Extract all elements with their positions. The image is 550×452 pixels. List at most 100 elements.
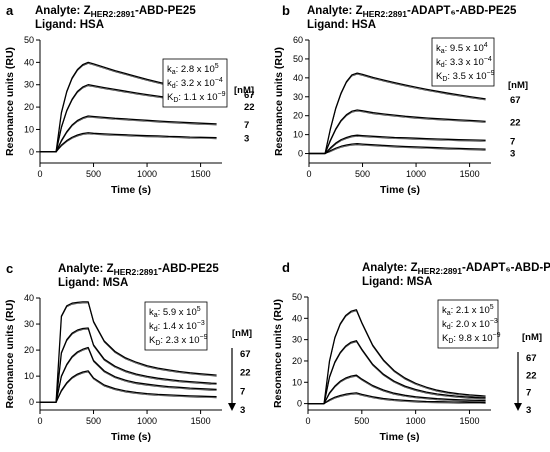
series-line-3 <box>309 143 486 155</box>
kinetic-exponent: 5 <box>215 63 219 70</box>
kinetics-d-value: kd: 2.0 x 10−3 <box>442 318 498 331</box>
kinetic-exponent: −9 <box>200 334 208 341</box>
fit-line-7 <box>40 116 217 153</box>
kinetic-symbol: k <box>442 305 447 316</box>
series-line-22 <box>309 109 486 155</box>
kinetics-d-value: kd: 3.3 x 10−4 <box>436 56 492 69</box>
fit-line-3 <box>309 144 486 154</box>
concentration-label-67: 67 <box>244 90 255 101</box>
kinetics-D-value: KD: 3.5 x 10−9 <box>436 70 495 83</box>
x-axis-label: Time (s) <box>380 184 420 196</box>
kinetics-D-value: KD: 1.1 x 10−9 <box>167 91 226 104</box>
x-tick-label: 0 <box>37 416 42 426</box>
kinetic-subscript: d <box>447 324 451 331</box>
panel-b: b Analyte: ZHER2:2891-ADAPT₆-ABD-PE25Liga… <box>273 3 528 196</box>
analyte-label: Analyte: ZHER2:2891-ABD-PE25 <box>35 5 196 19</box>
kinetic-mantissa: : 1.1 x 10 <box>178 92 217 103</box>
concentration-unit-label: [nM] <box>522 332 542 343</box>
series-line-22 <box>40 327 217 403</box>
kinetic-subscript: d <box>441 62 445 69</box>
kinetic-subscript: D <box>155 340 160 347</box>
concentration-label-22: 22 <box>526 370 537 381</box>
y-axis-label: Resonance units (RU) <box>273 47 285 156</box>
concentration-label-3: 3 <box>244 134 249 145</box>
kinetic-mantissa: : 9.5 x 10 <box>445 43 484 54</box>
kinetic-symbol: K <box>167 92 174 103</box>
panel-letter: b <box>282 3 290 18</box>
analyte-subscript: HER2:2891 <box>114 267 159 277</box>
concentration-label-7: 7 <box>510 136 515 147</box>
analyte-suffix: -ADAPT₆-ABD-PE25 <box>462 262 550 274</box>
kinetic-mantissa: : 5.9 x 10 <box>158 307 197 318</box>
kinetic-exponent: 5 <box>197 306 201 313</box>
panel-letter: a <box>6 3 14 18</box>
kinetic-exponent: −4 <box>484 56 492 63</box>
concentration-label-22: 22 <box>244 102 255 113</box>
ligand-label: Ligand: MSA <box>58 277 128 289</box>
analyte-suffix: -ABD-PE25 <box>158 263 219 275</box>
kinetic-subscript: a <box>441 48 445 55</box>
kinetic-symbol: k <box>167 64 172 75</box>
y-tick-label: 20 <box>24 102 34 112</box>
concentration-arrow-head <box>228 403 236 411</box>
analyte-label: Analyte: ZHER2:2891-ABD-PE25 <box>58 263 219 277</box>
y-tick-label: 10 <box>292 377 302 387</box>
y-tick-label: 20 <box>293 111 303 121</box>
kinetics-a-value: ka: 9.5 x 104 <box>436 42 488 55</box>
concentration-unit-label: [nM] <box>234 85 254 96</box>
kinetic-symbol: k <box>442 319 447 330</box>
kinetic-mantissa: : 3.5 x 10 <box>447 71 486 82</box>
analyte-prefix: Analyte: Z <box>307 5 363 17</box>
kinetic-symbol: K <box>149 335 156 346</box>
fit-line-7 <box>309 136 486 154</box>
kinetic-exponent: −9 <box>487 70 495 77</box>
kinetic-subscript: D <box>173 97 178 104</box>
y-tick-label: 30 <box>293 92 303 102</box>
panel-letter: d <box>282 260 290 275</box>
kinetic-mantissa: : 2.0 x 10 <box>451 319 490 330</box>
y-axis-label: Resonance units (RU) <box>4 299 16 408</box>
x-axis-label: Time (s) <box>379 431 419 443</box>
concentration-arrow-head <box>514 403 522 411</box>
x-tick-label: 1000 <box>406 416 426 426</box>
analyte-label: Analyte: ZHER2:2891-ADAPT₆-ABD-PE25 <box>307 5 517 19</box>
series-line-22 <box>308 340 486 405</box>
series-line-7 <box>308 374 486 405</box>
kinetic-subscript: D <box>442 76 447 83</box>
y-tick-label: 10 <box>24 124 34 134</box>
y-tick-label: 40 <box>24 57 34 67</box>
y-tick-label: 30 <box>24 319 34 329</box>
kinetics-d-value: kd: 1.4 x 10−3 <box>149 320 205 333</box>
kinetic-mantissa: : 9.8 x 10 <box>453 333 492 344</box>
kinetic-symbol: K <box>442 333 449 344</box>
y-tick-label: 10 <box>293 130 303 140</box>
kinetic-subscript: d <box>154 326 158 333</box>
x-tick-label: 1500 <box>191 169 211 179</box>
concentration-label-67: 67 <box>526 353 537 364</box>
y-tick-label: 0 <box>298 149 303 159</box>
kinetics-a-value: ka: 2.1 x 105 <box>442 304 494 317</box>
y-tick-label: 20 <box>292 356 302 366</box>
fit-line-22 <box>308 341 486 404</box>
kinetic-subscript: a <box>172 69 176 76</box>
kinetic-mantissa: : 3.3 x 10 <box>445 57 484 68</box>
kinetics-a-value: ka: 2.8 x 105 <box>167 63 219 76</box>
analyte-subscript: HER2:2891 <box>91 9 136 19</box>
concentration-unit-label: [nM] <box>508 80 528 91</box>
concentration-label-22: 22 <box>510 117 521 128</box>
fit-line-3 <box>308 393 486 404</box>
kinetic-mantissa: : 3.2 x 10 <box>176 78 215 89</box>
y-tick-label: 30 <box>292 335 302 345</box>
series-line-67 <box>309 72 486 155</box>
analyte-label: Analyte: ZHER2:2891-ADAPT₆-ABD-PE25 <box>362 262 550 276</box>
concentration-label-67: 67 <box>240 349 251 360</box>
concentration-label-3: 3 <box>526 405 531 416</box>
fit-line-3 <box>40 371 217 403</box>
y-tick-label: 50 <box>293 54 303 64</box>
kinetic-mantissa: : 2.1 x 10 <box>451 305 490 316</box>
ligand-label: Ligand: HSA <box>35 19 104 31</box>
analyte-subscript: HER2:2891 <box>418 266 463 276</box>
y-tick-label: 0 <box>29 397 34 407</box>
